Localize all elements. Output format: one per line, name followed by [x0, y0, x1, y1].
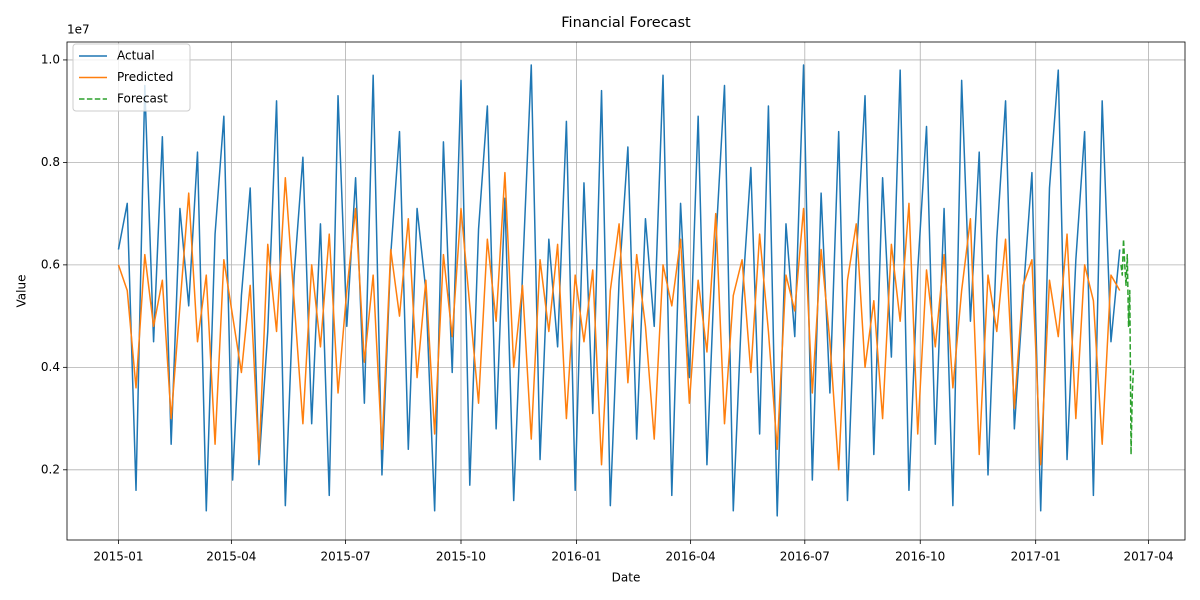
- y-tick-label: 0.2: [41, 462, 60, 476]
- x-tick-label: 2016-07: [780, 550, 830, 564]
- y-offset-label: 1e7: [67, 23, 90, 37]
- y-tick-label: 0.4: [41, 360, 60, 374]
- x-tick-label: 2015-04: [206, 550, 256, 564]
- x-tick-label: 2016-01: [551, 550, 601, 564]
- x-tick-label: 2016-04: [666, 550, 716, 564]
- legend-label: Predicted: [117, 70, 173, 84]
- series-line: [1120, 238, 1135, 456]
- x-tick-label: 2017-04: [1124, 550, 1174, 564]
- chart-title: Financial Forecast: [561, 15, 691, 31]
- x-axis-label: Date: [612, 571, 641, 585]
- y-axis-label: Value: [15, 275, 29, 308]
- y-tick-label: 0.6: [41, 257, 60, 271]
- legend-label: Actual: [117, 49, 155, 63]
- y-tick-label: 1.0: [41, 52, 60, 66]
- y-tick-label: 0.8: [41, 155, 60, 169]
- x-tick-label: 2017-01: [1011, 550, 1061, 564]
- legend-label: Forecast: [117, 92, 168, 106]
- x-tick-label: 2016-10: [895, 550, 945, 564]
- x-tick-label: 2015-01: [93, 550, 143, 564]
- plot-frame: [66, 41, 1186, 541]
- series-line: [117, 64, 1121, 517]
- legend-box: [72, 43, 191, 112]
- series-line: [117, 171, 1121, 471]
- x-tick-label: 2015-07: [320, 550, 370, 564]
- x-tick-label: 2015-10: [436, 550, 486, 564]
